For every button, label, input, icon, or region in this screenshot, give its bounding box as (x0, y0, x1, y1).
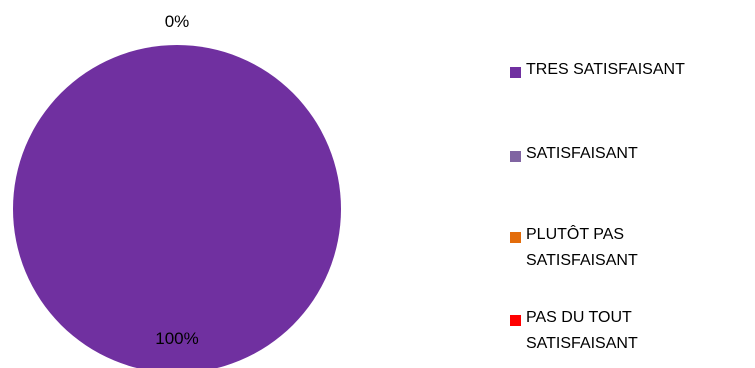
legend-swatch-plutot-pas-satisfaisant (510, 232, 521, 243)
legend-swatch-tres-satisfaisant (510, 67, 521, 78)
legend-label-satisfaisant: SATISFAISANT (526, 145, 638, 162)
legend-swatch-pas-du-tout-satisfaisant (510, 315, 521, 326)
legend-item-tres-satisfaisant: TRES SATISFAISANT (510, 61, 685, 83)
legend-label-pas-du-tout-satisfaisant: PAS DU TOUT SATISFAISANT (526, 309, 638, 352)
legend-item-pas-du-tout-satisfaisant: PAS DU TOUT SATISFAISANT (510, 309, 638, 357)
legend-item-plutot-pas-satisfaisant: PLUTÔT PAS SATISFAISANT (510, 226, 638, 274)
legend-label-tres-satisfaisant: TRES SATISFAISANT (526, 61, 685, 78)
legend-item-satisfaisant: SATISFAISANT (510, 145, 638, 167)
pie-slices (13, 45, 341, 368)
legend-swatch-satisfaisant (510, 151, 521, 162)
legend-label-plutot-pas-satisfaisant: PLUTÔT PAS SATISFAISANT (526, 226, 638, 269)
data-label-main: 100% (155, 329, 198, 348)
legend: TRES SATISFAISANT SATISFAISANT PLUTÔT PA… (510, 0, 750, 368)
pie-slice-tres-satisfaisant (13, 45, 341, 368)
data-label-top: 0% (165, 12, 190, 31)
